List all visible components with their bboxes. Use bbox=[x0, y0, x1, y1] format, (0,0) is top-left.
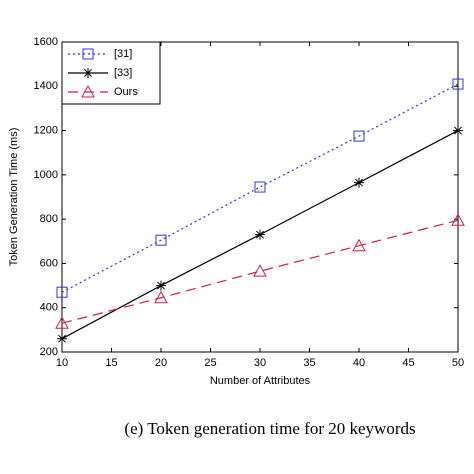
marker bbox=[354, 177, 364, 188]
y-tick-label: 1600 bbox=[34, 36, 58, 48]
x-tick-label: 20 bbox=[155, 357, 167, 369]
marker bbox=[156, 280, 166, 291]
caption: (e) Token generation time for 20 keyword… bbox=[124, 419, 415, 438]
y-tick-label: 400 bbox=[40, 302, 58, 314]
y-tick-label: 1400 bbox=[34, 80, 58, 92]
marker bbox=[255, 229, 265, 240]
x-axis-label: Number of Attributes bbox=[210, 375, 311, 387]
x-tick-label: 50 bbox=[452, 357, 464, 369]
legend-label: [31] bbox=[114, 48, 132, 60]
marker bbox=[57, 333, 67, 344]
y-tick-label: 600 bbox=[40, 257, 58, 269]
marker bbox=[55, 316, 69, 329]
y-tick-label: 800 bbox=[40, 213, 58, 225]
legend-label: Ours bbox=[114, 86, 138, 98]
legend-marker bbox=[81, 84, 95, 98]
marker bbox=[353, 130, 365, 142]
marker bbox=[56, 286, 68, 298]
y-axis-label: Token Generation Time (ms) bbox=[8, 128, 20, 267]
y-tick-label: 1200 bbox=[34, 124, 58, 136]
legend-label: [33] bbox=[114, 67, 132, 79]
marker bbox=[254, 181, 266, 193]
marker bbox=[154, 290, 168, 304]
x-tick-label: 25 bbox=[204, 357, 216, 369]
series-line bbox=[61, 83, 459, 293]
legend-marker bbox=[82, 48, 94, 60]
series-line bbox=[61, 219, 459, 324]
marker bbox=[451, 213, 465, 226]
y-tick-label: 200 bbox=[40, 346, 58, 358]
marker bbox=[352, 238, 366, 252]
x-tick-label: 35 bbox=[303, 357, 315, 369]
x-tick-label: 30 bbox=[254, 357, 266, 369]
marker bbox=[155, 234, 167, 246]
legend-marker bbox=[83, 68, 93, 78]
marker bbox=[452, 78, 464, 90]
y-tick-label: 1000 bbox=[34, 169, 58, 181]
x-tick-label: 15 bbox=[105, 357, 117, 369]
marker bbox=[453, 125, 463, 136]
x-tick-label: 45 bbox=[402, 357, 414, 369]
x-tick-label: 10 bbox=[56, 357, 68, 369]
x-tick-label: 40 bbox=[353, 357, 365, 369]
marker bbox=[253, 264, 267, 277]
